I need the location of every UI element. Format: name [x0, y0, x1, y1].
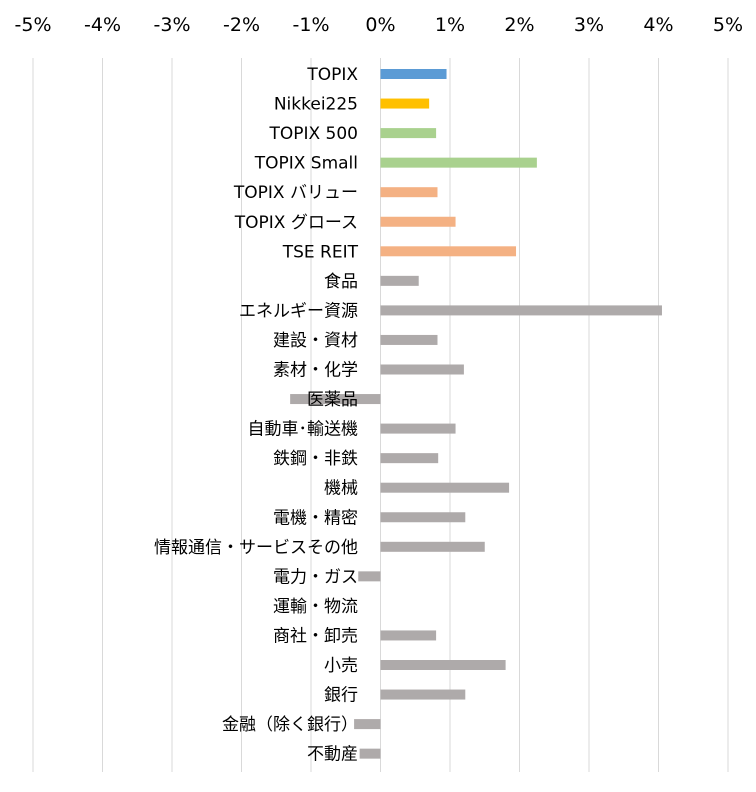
bar — [290, 394, 381, 405]
bar — [380, 512, 466, 523]
x-tick-label: 3% — [574, 14, 604, 36]
bar — [380, 157, 537, 168]
x-tick-label: 1% — [435, 14, 465, 36]
bar — [380, 482, 510, 493]
bar — [380, 334, 438, 345]
category-label: TSE REIT — [282, 242, 359, 262]
bar — [380, 128, 437, 139]
bar — [380, 660, 506, 670]
x-tick-label: 2% — [504, 14, 534, 36]
x-tick-label: -4% — [84, 14, 121, 36]
category-label: 自動車･輸送機 — [248, 420, 359, 440]
category-label: 機械 — [324, 479, 358, 499]
category-label: TOPIX 500 — [268, 124, 358, 144]
category-label: 食品 — [324, 272, 358, 292]
category-label: 鉄鋼・非鉄 — [273, 449, 358, 469]
bar — [358, 571, 381, 582]
bar — [380, 246, 517, 257]
bar — [380, 216, 456, 227]
x-tick-label: -5% — [15, 14, 52, 36]
category-label: 素材・化学 — [273, 361, 358, 381]
category-label: 情報通信・サービスその他 — [154, 538, 358, 558]
bar — [380, 453, 439, 464]
bar — [380, 69, 447, 79]
category-label: 建設・資材 — [273, 331, 358, 351]
x-tick-label: 0% — [365, 14, 395, 36]
bar — [380, 689, 466, 700]
bar — [380, 630, 437, 641]
x-tick-label: 4% — [643, 14, 673, 36]
category-label: エネルギー資源 — [239, 301, 358, 321]
category-label: Nikkei225 — [274, 95, 358, 115]
bars — [290, 69, 662, 759]
x-tick-label: 5% — [713, 14, 743, 36]
bar — [380, 187, 438, 198]
x-axis-tick-labels: -5% -4% -3% -2% -1% 0% 1% 2% 3% 4% 5% — [15, 14, 744, 36]
x-tick-label: -3% — [154, 14, 191, 36]
bar — [380, 98, 430, 109]
bar — [380, 305, 662, 316]
category-labels: TOPIX Nikkei225 TOPIX 500 TOPIX Small TOPIX … — [154, 65, 359, 765]
category-label: 金融（除く銀行） — [222, 715, 358, 735]
category-label: 電力・ガス — [273, 567, 358, 587]
bar — [380, 364, 464, 375]
category-label: 銀行 — [324, 686, 358, 706]
bar — [380, 275, 419, 286]
category-label: 電機・精密 — [273, 508, 358, 528]
category-label: TOPIX グロース — [234, 213, 358, 233]
bar — [380, 541, 485, 552]
gridlines — [32, 58, 729, 772]
category-label: TOPIX バリュー — [233, 183, 358, 203]
category-label: 小売 — [324, 656, 358, 676]
category-label: TOPIX Small — [254, 154, 358, 174]
bar — [380, 423, 456, 434]
category-label: 不動産 — [307, 745, 358, 765]
bar — [359, 748, 381, 759]
category-label: 医薬品 — [307, 390, 358, 410]
category-label: TOPIX — [306, 65, 358, 85]
category-label: 運輸・物流 — [273, 597, 358, 617]
x-tick-label: -2% — [223, 14, 260, 36]
bar — [354, 719, 381, 730]
x-tick-label: -1% — [293, 14, 330, 36]
category-label: 商社・卸売 — [273, 626, 358, 646]
